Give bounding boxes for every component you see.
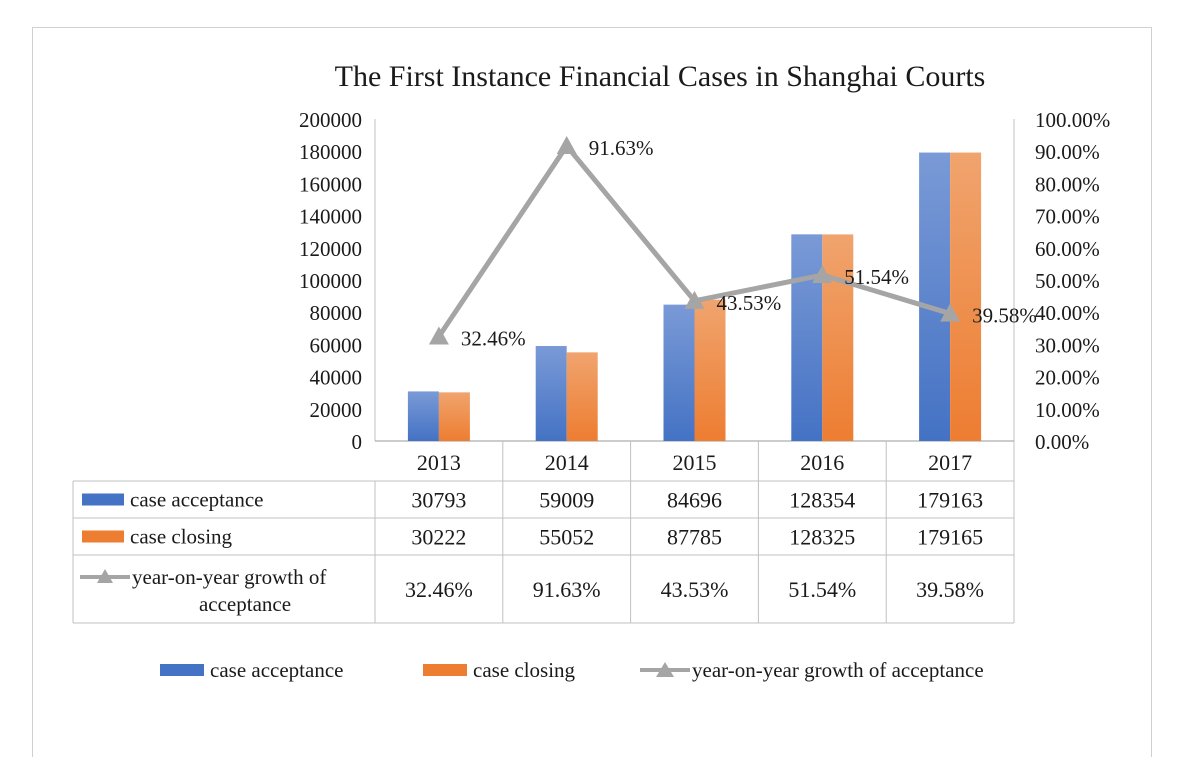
bar-case-closing-2017 [950,152,982,441]
growth-data-label-2014: 91.63% [589,136,654,160]
table-key-swatch [82,493,124,506]
table-cell-2017: 39.58% [916,577,984,602]
bar-case-acceptance-2016 [791,234,823,441]
table-row-label-line1: year-on-year growth of [132,565,326,589]
y-right-tick-label: 90.00% [1035,140,1100,164]
growth-marker-2014 [556,135,577,154]
legend-marker [656,662,674,677]
bar-case-closing-2015 [694,299,726,441]
table-cell-2015: 87785 [667,525,722,550]
table-key-marker [97,569,113,583]
y-right-tick-label: 50.00% [1035,269,1100,293]
table-cell-2017: 179163 [917,488,983,513]
table-cell-2013: 32.46% [405,577,473,602]
table-cell-2013: 30793 [411,488,466,513]
bar-case-closing-2014 [566,352,598,441]
bar-case-closing-2013 [438,392,470,441]
category-label-2017: 2017 [928,450,972,475]
y-right-tick-label: 30.00% [1035,333,1100,357]
y-right-tick-label: 40.00% [1035,301,1100,325]
table-cell-2016: 51.54% [788,577,856,602]
y-right-tick-label: 10.00% [1035,398,1100,422]
table-cell-2014: 91.63% [533,577,601,602]
table-cell-2017: 179165 [917,525,983,550]
legend-swatch-1 [423,664,467,676]
table-key-swatch [82,530,124,543]
growth-marker-2016 [812,265,833,284]
y-left-tick-label: 180000 [299,140,362,164]
y-left-tick-label: 60000 [310,333,363,357]
y-right-tick-label: 70.00% [1035,205,1100,229]
chart-title: The First Instance Financial Cases in Sh… [335,60,986,93]
y-left-tick-label: 100000 [299,269,362,293]
y-left-tick-label: 0 [352,430,363,454]
y-left-tick-label: 160000 [299,172,362,196]
table-cell-2015: 43.53% [661,577,729,602]
y-right-tick-label: 0.00% [1035,430,1089,454]
y-left-tick-label: 120000 [299,237,362,261]
y-right-tick-label: 60.00% [1035,237,1100,261]
axis-ticks: 0 20000 40000 60000 80000 100000 120000 140000 1… [299,108,1110,454]
y-left-tick-label: 200000 [299,108,362,132]
plot-grid [374,119,1015,623]
y-left-tick-label: 20000 [310,398,363,422]
growth-data-label-2015: 43.53% [717,291,782,315]
legend-label-1: case closing [473,658,576,682]
growth-marker-2017 [940,303,961,322]
y-left-tick-label: 40000 [310,366,363,390]
category-label-2013: 2013 [417,450,461,475]
y-left-tick-label: 80000 [310,301,363,325]
growth-marker-2013 [428,326,449,345]
category-label-2014: 2014 [545,450,589,475]
bar-case-acceptance-2014 [535,345,567,441]
category-label-2016: 2016 [800,450,844,475]
legend: case acceptance case closing year-on-year … [160,658,984,682]
growth-data-label-2013: 32.46% [461,326,526,350]
table-cell-2016: 128325 [789,525,855,550]
category-label-2015: 2015 [673,450,717,475]
table-cell-2014: 59009 [539,488,594,513]
table-cell-2016: 128354 [789,488,855,513]
y-left-tick-label: 140000 [299,205,362,229]
line-marks: 32.46% 91.63% 43.53% 51.54% 39.58% [428,135,1037,350]
table-cell-2014: 55052 [539,525,594,550]
table-cell-2015: 84696 [667,488,722,513]
table-row-label: case closing [130,525,233,549]
data-table: 2013 2014 2015 2016 2017 case acceptance 30793… [72,441,1015,624]
bar-case-acceptance-2017 [919,152,951,441]
chart-frame [32,27,1152,757]
bar-case-closing-2016 [822,234,854,441]
bar-case-acceptance-2013 [407,391,439,441]
growth-data-label-2016: 51.54% [844,265,909,289]
bar-marks [407,152,982,441]
bar-case-acceptance-2015 [663,304,695,441]
growth-marker-2015 [684,290,705,309]
growth-data-label-2017: 39.58% [972,304,1037,328]
table-cell-2013: 30222 [411,525,466,550]
y-right-tick-label: 20.00% [1035,366,1100,390]
legend-swatch-0 [160,664,204,676]
table-row-label-line2: acceptance [199,592,291,616]
y-right-tick-label: 80.00% [1035,172,1100,196]
y-right-tick-label: 100.00% [1035,108,1110,132]
legend-label-2: year-on-year growth of acceptance [692,658,984,682]
table-row-label: case acceptance [130,488,263,512]
legend-label-0: case acceptance [210,658,343,682]
